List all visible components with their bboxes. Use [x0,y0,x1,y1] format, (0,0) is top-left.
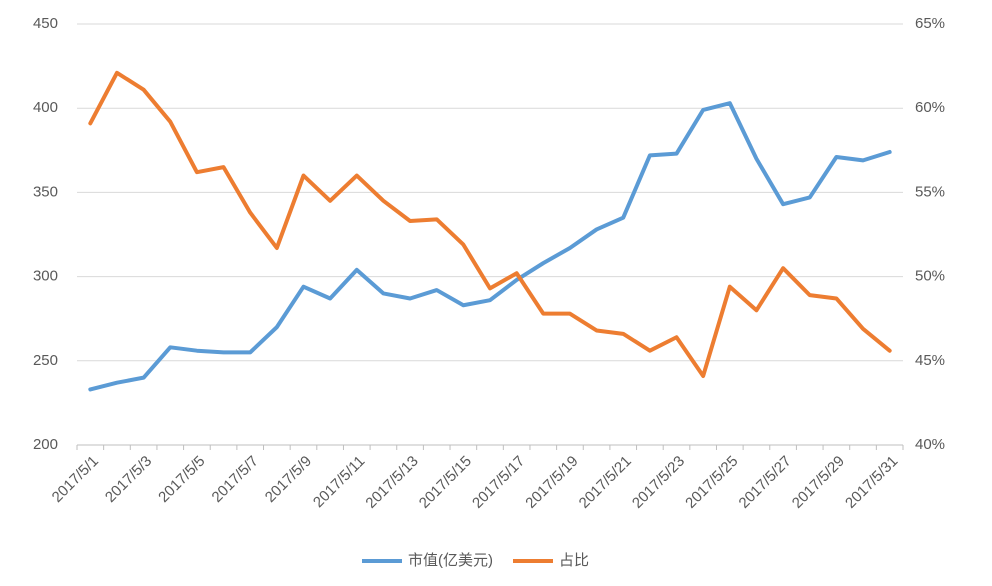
x-tick-label: 2017/5/17 [469,453,528,512]
x-tick-label: 2017/5/15 [416,453,475,512]
x-tick-label: 2017/5/9 [262,453,315,506]
y2-tick-label: 50% [915,268,945,285]
y2-tick-label: 65% [915,15,945,32]
y2-tick-label: 55% [915,183,945,200]
x-tick-label: 2017/5/5 [155,453,208,506]
y-tick-label: 350 [33,183,58,200]
x-tick-label: 2017/5/3 [102,453,155,506]
x-tick-label: 2017/5/7 [209,453,262,506]
y-tick-label: 400 [33,99,58,116]
legend-label: 市值(亿美元) [408,552,493,569]
x-tick-label: 2017/5/21 [576,453,635,512]
x-tick-label: 2017/5/23 [629,453,688,512]
y-tick-label: 450 [33,15,58,32]
y-tick-label: 200 [33,436,58,453]
x-tick-label: 2017/5/27 [736,453,795,512]
x-tick-label: 2017/5/19 [522,453,581,512]
y-tick-label: 300 [33,268,58,285]
x-tick-label: 2017/5/1 [49,453,102,506]
y-tick-label: 250 [33,352,58,369]
data-line [88,101,892,392]
y2-tick-label: 40% [915,436,945,453]
x-tick-label: 2017/5/13 [362,453,421,512]
y2-tick-label: 60% [915,99,945,116]
y2-tick-label: 45% [915,352,945,369]
x-tick-label: 2017/5/25 [682,453,741,512]
x-tick-label: 2017/5/31 [842,453,901,512]
x-tick-label: 2017/5/11 [310,453,368,511]
x-tick-label: 2017/5/29 [789,453,848,512]
data-line [88,70,892,378]
legend-label: 占比 [559,552,589,569]
